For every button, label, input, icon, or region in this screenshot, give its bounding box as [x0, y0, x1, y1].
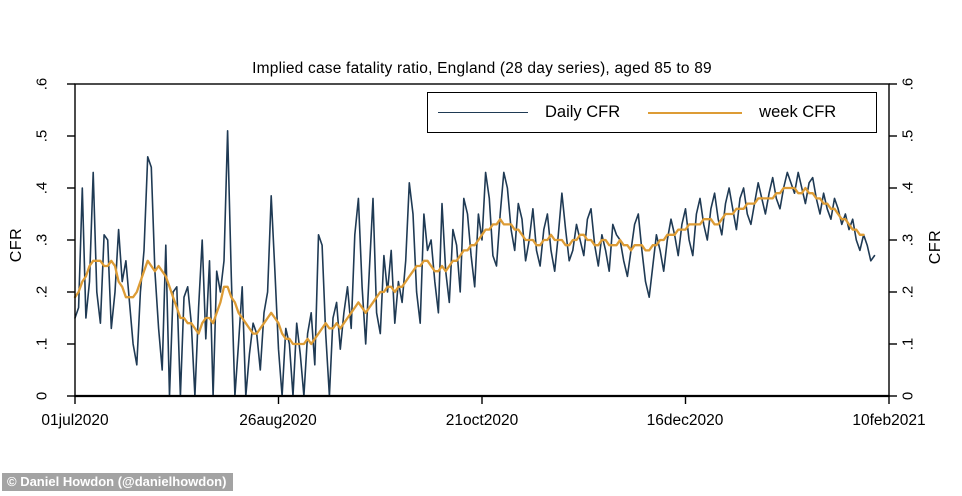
- week-cfr-line: [73, 186, 865, 346]
- legend-entry-weekly: week CFR: [620, 103, 836, 122]
- x-tick-label-0: 01jul2020: [41, 412, 109, 429]
- daily-cfr-line-sample: [438, 112, 528, 113]
- legend-entry-daily: Daily CFR: [428, 103, 620, 122]
- daily-cfr-line: [74, 130, 876, 397]
- y-tick-label-right-3: .3: [899, 233, 917, 247]
- week-cfr-line-sample: [648, 111, 743, 114]
- chart-title: Implied case fatality ratio, England (28…: [252, 60, 712, 77]
- y-tick-label-right-2: .2: [899, 285, 917, 299]
- legend: Daily CFR week CFR: [427, 92, 877, 133]
- y-axis-title-right: CFR: [927, 229, 944, 265]
- y-tick-label-left-6: .6: [33, 77, 51, 91]
- x-tick-label-3: 16dec2020: [646, 412, 724, 429]
- y-tick-label-left-2: .2: [33, 285, 51, 299]
- y-tick-label-left-1: .1: [33, 337, 51, 351]
- series-group: [73, 130, 876, 397]
- legend-label-weekly: week CFR: [759, 103, 837, 121]
- watermark-credit: © Daniel Howdon (@danielhowdon): [2, 473, 234, 491]
- y-tick-label-left-0: 0: [33, 391, 51, 401]
- y-tick-label-left-4: .4: [33, 181, 51, 195]
- y-tick-label-right-1: .1: [899, 337, 917, 351]
- legend-label-daily: Daily CFR: [545, 103, 621, 121]
- y-axis-title-left: CFR: [8, 227, 25, 263]
- x-tick-label-4: 10feb2021: [852, 412, 926, 429]
- y-tick-label-right-6: .6: [899, 77, 917, 91]
- y-tick-label-left-3: .3: [33, 233, 51, 247]
- axis-frame-and-ticks: [67, 83, 897, 404]
- x-tick-label-2: 21oct2020: [445, 412, 519, 429]
- y-tick-label-right-4: .4: [899, 181, 917, 195]
- y-tick-label-left-5: .5: [33, 129, 51, 143]
- y-tick-label-right-0: 0: [899, 391, 917, 401]
- x-tick-label-1: 26aug2020: [239, 412, 317, 429]
- y-tick-label-right-5: .5: [899, 129, 917, 143]
